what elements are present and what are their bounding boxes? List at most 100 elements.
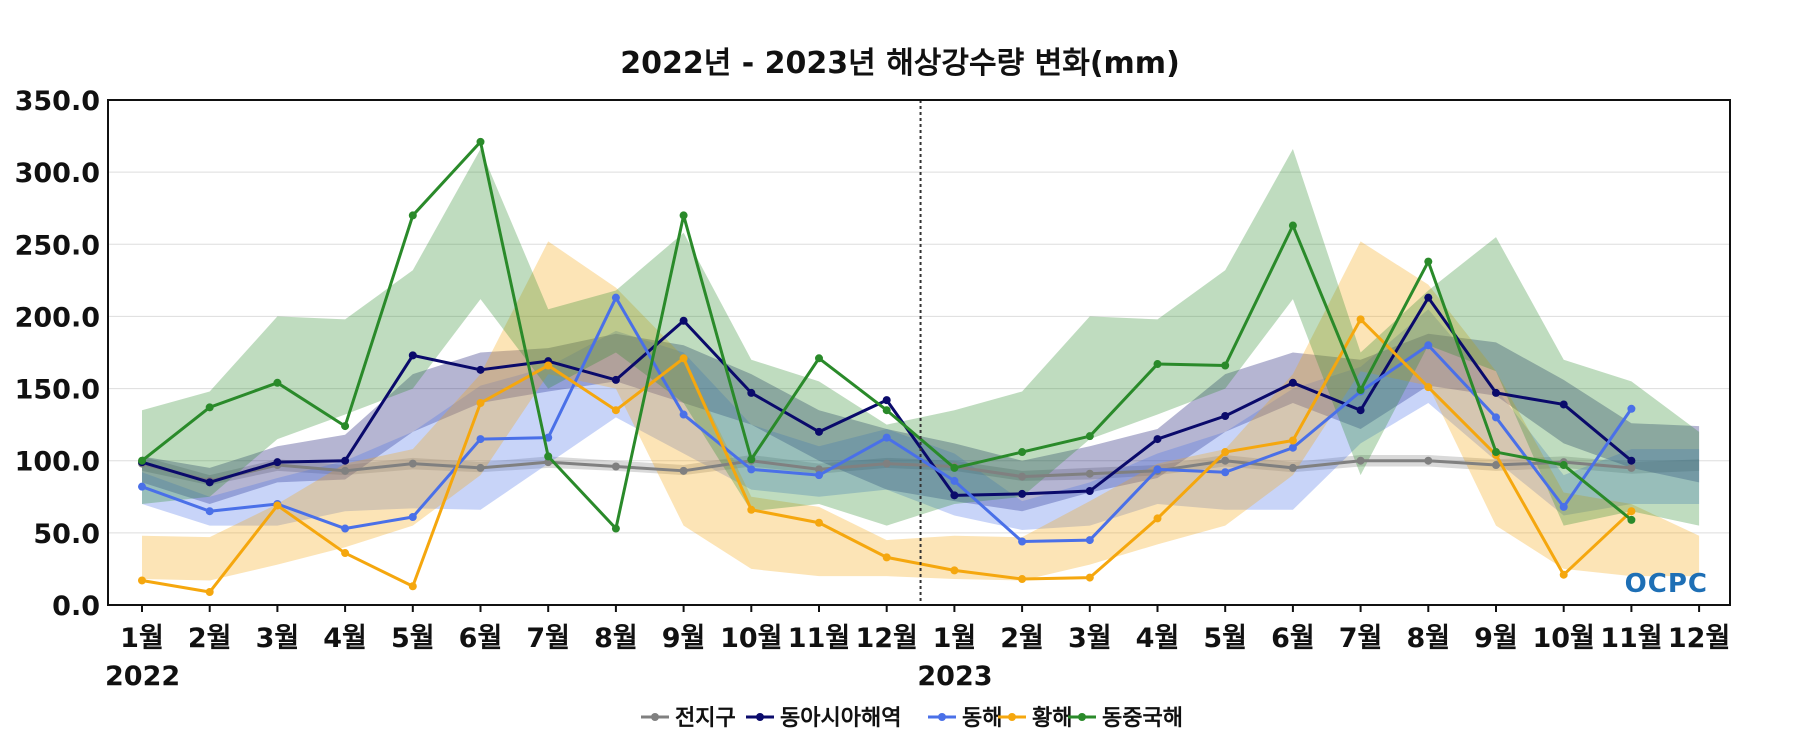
data-point [950, 476, 959, 485]
data-point [1288, 378, 1297, 387]
data-point [1221, 411, 1230, 420]
band-2 [142, 309, 1700, 530]
data-point [273, 378, 282, 387]
data-point [1627, 515, 1636, 524]
data-point [611, 375, 620, 384]
data-point [1356, 386, 1365, 395]
data-point [1221, 468, 1230, 477]
x-tick-label: 1월 [120, 623, 164, 654]
x-tick-label: 11월 [1600, 623, 1662, 654]
data-point [205, 507, 214, 516]
data-point [1559, 461, 1568, 470]
data-point [1221, 361, 1230, 370]
data-point [205, 403, 214, 412]
data-point [1424, 257, 1433, 266]
data-point [273, 458, 282, 467]
y-tick-label: 350.0 [15, 86, 100, 117]
data-point [138, 482, 146, 491]
data-point [815, 518, 823, 527]
data-point [1424, 383, 1433, 392]
y-tick-label: 250.0 [15, 230, 100, 261]
legend-label: 황해 [1032, 706, 1072, 731]
data-point [273, 501, 282, 510]
data-point [408, 211, 417, 220]
data-point [1288, 463, 1297, 472]
data-point [611, 406, 620, 415]
x-tick-label: 5월 [391, 623, 435, 654]
x-tick-label: 8월 [1406, 623, 1450, 654]
data-point [1559, 400, 1568, 409]
legend-label: 동중국해 [1102, 706, 1183, 731]
data-point [1492, 461, 1500, 470]
data-point [747, 465, 756, 474]
x-tick-label: 12월 [855, 623, 917, 654]
data-point [1356, 315, 1365, 324]
x-tick-label: 3월 [256, 623, 300, 654]
data-point [1356, 406, 1365, 415]
data-point [544, 452, 553, 461]
legend-marker [756, 713, 764, 721]
legend-label: 전지구 [675, 706, 736, 731]
data-point [1627, 463, 1636, 472]
legend-marker [1078, 713, 1086, 721]
data-point [1288, 443, 1297, 452]
year-label: 2022 [105, 661, 180, 692]
data-point [1288, 436, 1297, 445]
data-point [476, 399, 485, 407]
x-tick-label: 9월 [662, 623, 706, 654]
data-point [205, 588, 214, 597]
x-tick-label: 4월 [323, 623, 367, 654]
x-tick-label: 7월 [1339, 623, 1383, 654]
data-point [1153, 465, 1162, 474]
data-point [611, 462, 620, 471]
data-point [882, 406, 891, 415]
data-point [1085, 573, 1094, 582]
band-4 [142, 149, 1700, 526]
data-point [747, 388, 756, 397]
data-point [611, 293, 620, 302]
data-point [815, 427, 823, 436]
data-point [1085, 536, 1094, 545]
data-point [1559, 502, 1568, 511]
legend-label: 동해 [962, 706, 1002, 731]
x-tick-label: 7월 [526, 623, 570, 654]
data-point [544, 361, 553, 370]
data-point [679, 466, 688, 475]
data-point [205, 478, 214, 487]
data-point [882, 553, 891, 562]
y-tick-label: 100.0 [15, 447, 100, 478]
plot-area: 0.0 50.0 100.0 150.0 200.0 250.0 300.0 350.0 1월 2… [15, 86, 1731, 692]
data-point [1492, 413, 1500, 422]
data-point [476, 435, 485, 444]
data-point [341, 422, 350, 431]
data-point [1492, 448, 1500, 457]
data-point [679, 316, 688, 325]
data-point [1627, 456, 1636, 465]
y-tick-label: 300.0 [15, 158, 100, 189]
y-tick-label: 150.0 [15, 375, 100, 406]
x-tick-label: 3월 [1068, 623, 1112, 654]
data-point [815, 471, 823, 480]
data-point [950, 463, 959, 472]
data-point [476, 365, 485, 374]
x-tick-label: 8월 [594, 623, 638, 654]
x-tick-label: 1월 [933, 623, 977, 654]
x-tick-label: 6월 [459, 623, 503, 654]
data-point [1018, 575, 1027, 584]
x-tick-label: 10월 [720, 623, 782, 654]
legend-marker [651, 713, 659, 721]
data-point [1221, 456, 1230, 465]
x-tick-label: 9월 [1474, 623, 1518, 654]
x-tick-label: 2월 [188, 623, 232, 654]
year-label: 2023 [917, 661, 992, 692]
data-point [544, 433, 553, 442]
data-point [679, 354, 688, 363]
data-point [679, 211, 688, 220]
x-tick-label: 2월 [1000, 623, 1044, 654]
data-point [1356, 456, 1365, 465]
data-point [1424, 456, 1433, 465]
x-tick-label: 12월 [1668, 623, 1730, 654]
data-point [815, 354, 823, 363]
data-point [1018, 472, 1027, 481]
